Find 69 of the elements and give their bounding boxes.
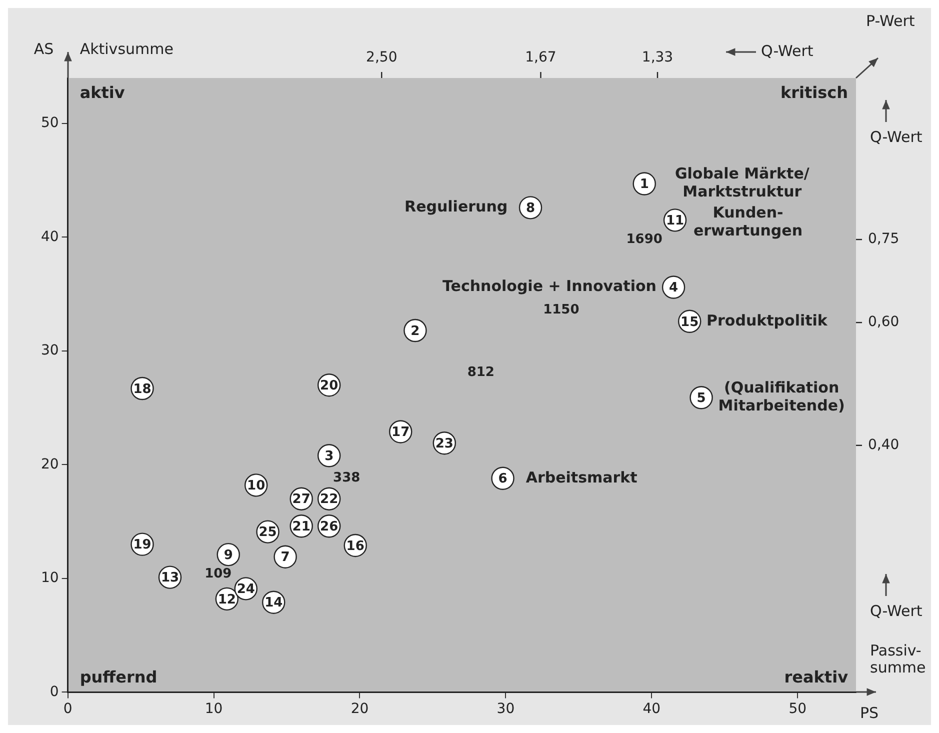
annotation: Technologie + Innovation — [442, 277, 656, 296]
text: PS — [860, 704, 879, 722]
annotation: 12 — [218, 592, 236, 608]
annotation: Globale Märkte/ Marktstruktur — [674, 164, 810, 201]
annotation: 7 — [280, 550, 290, 566]
annotation: Arbeitsmarkt — [526, 468, 638, 486]
annotation: puffernd — [80, 667, 158, 686]
y-tick-label: 10 — [40, 570, 59, 586]
annotation: 1690 — [626, 232, 662, 247]
annotation: 27 — [292, 492, 310, 508]
annotation: 338 — [333, 470, 360, 486]
annotation: 4 — [669, 280, 678, 296]
annotation: 14 — [264, 596, 283, 611]
annotation: 11 — [666, 214, 684, 229]
annotation: 19 — [133, 538, 152, 553]
annotation: 13 — [160, 570, 180, 586]
y-axis-title: Aktivsumme — [80, 40, 174, 58]
annotation: aktiv — [80, 83, 126, 102]
annotation: 1 — [640, 177, 649, 192]
annotation: reaktiv — [784, 667, 849, 686]
annotation: 23 — [435, 436, 454, 452]
annotation: 2 — [410, 324, 420, 339]
text: 1,67 — [525, 50, 556, 66]
text: Q-Wert — [870, 602, 922, 620]
annotation: 8 — [526, 201, 536, 216]
y-tick-label: 40 — [40, 228, 59, 245]
annotation: Regulierung — [404, 198, 508, 216]
annotation: 17 — [392, 425, 410, 440]
x-tick-label: 30 — [496, 701, 515, 718]
text: 1,33 — [642, 50, 674, 66]
x-axis-title: Passiv- summe — [870, 642, 926, 677]
y-tick-label: 50 — [40, 115, 59, 132]
y2-axis-title: Q-Wert — [870, 128, 922, 146]
annotation: 20 — [320, 378, 338, 394]
annotation: Kunden- erwartungen — [693, 203, 803, 240]
y-tick-label: 30 — [40, 342, 59, 359]
annotation: 812 — [467, 364, 494, 380]
annotation: 109 — [204, 566, 232, 582]
annotation: (Qualifikation Mitarbeitende) — [718, 378, 845, 414]
x-tick-label: 50 — [788, 701, 807, 718]
y-tick-label: 20 — [40, 456, 59, 472]
text: 2,50 — [366, 50, 398, 66]
text: 0,75 — [868, 231, 900, 248]
annotation: 5 — [696, 390, 706, 406]
x-tick-label: 40 — [642, 701, 661, 718]
annotation: 10 — [247, 478, 266, 494]
annotation: 22 — [320, 492, 338, 508]
annotation: 18 — [133, 382, 152, 397]
annotation: 16 — [346, 538, 364, 554]
annotation: 26 — [320, 520, 338, 535]
annotation: 1150 — [543, 302, 580, 318]
annotation: 24 — [236, 582, 255, 598]
annotation: 6 — [498, 472, 508, 487]
y-tick-label: 0 — [50, 684, 59, 700]
annotation: 9 — [224, 548, 233, 563]
text: P-Wert — [866, 12, 915, 30]
annotation: Produktpolitik — [706, 311, 828, 330]
x-tick-label: 10 — [204, 701, 223, 718]
x-tick-label: 0 — [63, 701, 72, 718]
text: 0,60 — [868, 314, 900, 330]
annotation: 21 — [292, 520, 310, 535]
text: AS — [34, 40, 54, 58]
annotation: kritisch — [780, 83, 848, 102]
x2-axis-title: Q-Wert — [761, 42, 814, 60]
annotation: 25 — [258, 525, 277, 540]
annotation: 3 — [324, 448, 334, 464]
text: 0,40 — [868, 437, 900, 454]
annotation: 15 — [680, 314, 699, 330]
x-tick-label: 20 — [350, 701, 369, 718]
